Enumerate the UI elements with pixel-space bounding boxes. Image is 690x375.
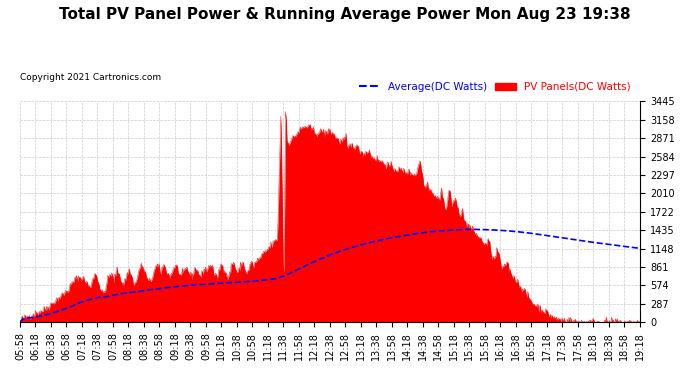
Text: Total PV Panel Power & Running Average Power Mon Aug 23 19:38: Total PV Panel Power & Running Average P… bbox=[59, 8, 631, 22]
Text: Copyright 2021 Cartronics.com: Copyright 2021 Cartronics.com bbox=[20, 72, 161, 81]
Legend: Average(DC Watts), PV Panels(DC Watts): Average(DC Watts), PV Panels(DC Watts) bbox=[355, 78, 635, 96]
